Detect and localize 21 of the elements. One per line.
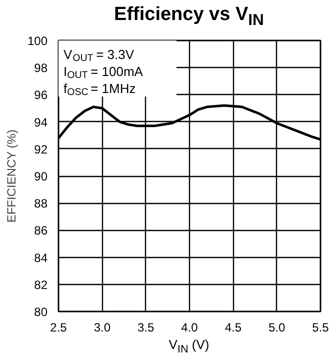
y-tick-label: 92 [34,142,48,156]
y-tick-label: 82 [34,278,48,292]
chart-title: Efficiency vs V$_{IN}$ [114,4,264,29]
x-axis-title: V$_{IN}$ (V) [168,337,210,358]
x-tick-label: 3.0 [94,320,111,334]
x-tick-label: 3.5 [137,320,154,334]
y-tick-label: 94 [34,115,48,130]
y-tick-label: 100 [27,34,48,48]
y-tick-label: 84 [34,250,48,265]
y-axis-title: EFFICIENCY (%) [4,130,18,223]
x-tick-label: 4.5 [224,320,242,334]
x-tick-label: 5.0 [268,320,286,334]
x-tick-label: 2.5 [50,320,68,334]
y-tick-label: 80 [34,305,48,319]
y-tick-label: 86 [34,224,48,238]
y-tick-label: 88 [34,196,48,211]
y-tick-label: 98 [34,61,48,76]
y-tick-label: 90 [34,170,48,184]
y-tick-label: 96 [34,88,48,102]
x-tick-label: 5.5 [312,320,330,334]
x-tick-label: 4.0 [181,320,198,334]
